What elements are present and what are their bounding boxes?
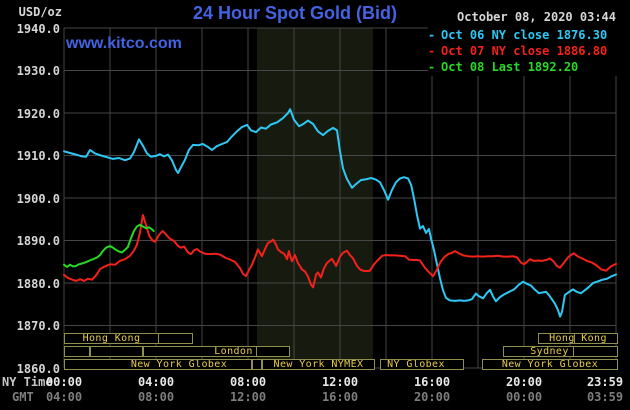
y-tick-1930: 1930.0 <box>16 64 60 78</box>
session-label: Hong Kong <box>82 333 141 344</box>
session-box-ny-globex-late: New York Globex <box>482 359 618 370</box>
x-axis-gmt-label: GMT <box>12 390 34 404</box>
x-tick-ny-12: 12:00 <box>321 375 359 389</box>
oct08-line-marker: - <box>428 60 436 74</box>
x-axis-nytime-label: NY Time <box>2 375 53 389</box>
session-box-ny-nymex: New York NYMEX <box>262 359 375 370</box>
session-label: New York NYMEX <box>273 359 364 370</box>
x-tick-ny-4: 04:00 <box>137 375 175 389</box>
x-tick-gmt-0359: 03:59 <box>586 390 624 404</box>
session-box-sydney: Sydney <box>503 346 618 357</box>
legend-item-oct07: - Oct 07 NY close 1886.80 <box>428 43 624 59</box>
oct06-line-marker: - <box>428 28 436 42</box>
session-box-london: London <box>143 346 290 357</box>
session-box-hongkong-right: Hong Kong <box>538 333 618 344</box>
x-tick-ny-20: 20:00 <box>505 375 543 389</box>
session-label: New York Globex <box>130 359 228 370</box>
legend-item-oct06: - Oct 06 NY close 1876.30 <box>428 27 624 43</box>
x-tick-gmt-20: 00:00 <box>505 390 543 404</box>
series-line-oct07 <box>63 214 617 289</box>
session-label: London <box>214 346 253 357</box>
y-tick-1940: 1940.0 <box>16 22 60 36</box>
x-tick-ny-16: 16:00 <box>413 375 451 389</box>
x-tick-gmt-12: 16:00 <box>321 390 359 404</box>
kitco-link[interactable]: www.kitco.com <box>66 35 182 52</box>
session-box-ny-globex-mid: NY Globex <box>380 359 464 370</box>
legend-label-oct08: Oct 08 Last 1892.20 <box>441 60 579 74</box>
session-label: NY Globex <box>387 359 445 370</box>
x-tick-gmt-8: 12:00 <box>229 390 267 404</box>
series-line-oct06 <box>63 108 617 318</box>
y-tick-1870: 1870.0 <box>16 319 60 333</box>
legend-label-oct06: Oct 06 NY close 1876.30 <box>441 28 608 42</box>
oct07-line-marker: - <box>428 44 436 58</box>
session-divider <box>256 347 257 356</box>
y-tick-1900: 1900.0 <box>16 192 60 206</box>
chart-timestamp: October 08, 2020 03:44 <box>457 10 616 24</box>
legend-label-oct07: Oct 07 NY close 1886.80 <box>441 44 608 58</box>
series-line-oct08 <box>63 223 155 268</box>
y-tick-1910: 1910.0 <box>16 149 60 163</box>
session-box-empty-1 <box>64 346 90 357</box>
session-box-empty-2 <box>90 346 143 357</box>
session-box-hongkong-left: Hong Kong <box>64 333 193 344</box>
x-tick-gmt-4: 08:00 <box>137 390 175 404</box>
session-divider <box>158 334 159 343</box>
legend-item-oct08: - Oct 08 Last 1892.20 <box>428 59 624 75</box>
session-divider <box>574 334 575 343</box>
y-tick-1890: 1890.0 <box>16 234 60 248</box>
y-tick-1860: 1860.0 <box>16 362 60 376</box>
x-tick-gmt-0: 04:00 <box>45 390 83 404</box>
session-label: New York Globex <box>501 359 599 370</box>
x-tick-ny-8: 08:00 <box>229 375 267 389</box>
session-box-empty-3 <box>252 359 262 370</box>
x-tick-ny-2359: 23:59 <box>586 375 624 389</box>
x-tick-ny-0: 00:00 <box>45 375 83 389</box>
session-divider <box>573 347 574 356</box>
y-axis-units: USD/oz <box>18 5 62 19</box>
y-tick-1880: 1880.0 <box>16 277 60 291</box>
session-label: Hong Kong <box>549 333 607 344</box>
legend: - Oct 06 NY close 1876.30 - Oct 07 NY clos… <box>428 26 624 76</box>
y-tick-1920: 1920.0 <box>16 107 60 121</box>
session-box-ny-globex-early: New York Globex <box>64 359 252 370</box>
page-title: 24 Hour Spot Gold (Bid) <box>193 3 397 23</box>
x-tick-gmt-16: 20:00 <box>413 390 451 404</box>
session-label: Sydney <box>530 346 569 357</box>
